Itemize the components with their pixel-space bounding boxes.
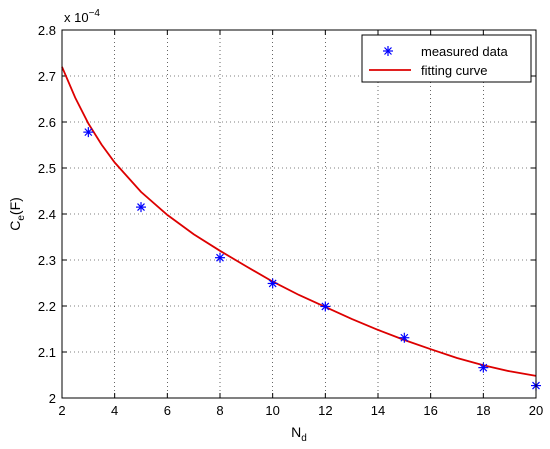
x-tick-label: 18 bbox=[476, 403, 490, 418]
x-tick-label: 20 bbox=[529, 403, 543, 418]
x-axis-label: Nd bbox=[291, 424, 307, 444]
y-tick-label: 2.4 bbox=[38, 207, 56, 222]
grid-lines bbox=[62, 30, 536, 398]
data-point bbox=[267, 278, 278, 289]
y-tick-label: 2.2 bbox=[38, 299, 56, 314]
x-tick-label: 10 bbox=[265, 403, 279, 418]
y-tick-label: 2.5 bbox=[38, 161, 56, 176]
x-tick-label: 12 bbox=[318, 403, 332, 418]
data-point bbox=[399, 332, 410, 343]
y-tick-label: 2.7 bbox=[38, 69, 56, 84]
legend: measured data fitting curve bbox=[361, 34, 532, 83]
series-layer bbox=[61, 66, 541, 391]
data-point bbox=[478, 362, 489, 373]
x-tick-label: 14 bbox=[371, 403, 385, 418]
x-tick-label: 16 bbox=[423, 403, 437, 418]
plot-frame bbox=[61, 29, 537, 399]
y-axis-label: Ce(F) bbox=[7, 197, 27, 231]
data-point bbox=[215, 252, 225, 263]
data-point bbox=[83, 127, 94, 138]
y-tick-label: 2.1 bbox=[38, 345, 56, 360]
x-tick-label: 6 bbox=[164, 403, 171, 418]
y-tick-label: 2.8 bbox=[38, 23, 56, 38]
data-point bbox=[320, 301, 331, 312]
x-tick-labels: 2 4 6 8 10 12 14 16 18 20 bbox=[58, 403, 543, 418]
y-tick-labels: 2 2.1 2.2 2.3 2.4 2.5 2.6 2.7 2.8 bbox=[38, 23, 56, 406]
y-tick-label: 2.3 bbox=[38, 253, 56, 268]
legend-box bbox=[361, 34, 532, 83]
x-tick-label: 4 bbox=[111, 403, 118, 418]
y-tick-label: 2.6 bbox=[38, 115, 56, 130]
x-tick-label: 8 bbox=[216, 403, 223, 418]
legend-marker-measured bbox=[383, 46, 393, 56]
y-exponent-label: x 10−4 bbox=[64, 8, 100, 25]
x-tick-label: 2 bbox=[58, 403, 65, 418]
legend-label-measured: measured data bbox=[421, 44, 508, 59]
legend-label-fitting: fitting curve bbox=[421, 63, 487, 78]
y-tick-label: 2 bbox=[49, 391, 56, 406]
data-point bbox=[136, 202, 146, 213]
